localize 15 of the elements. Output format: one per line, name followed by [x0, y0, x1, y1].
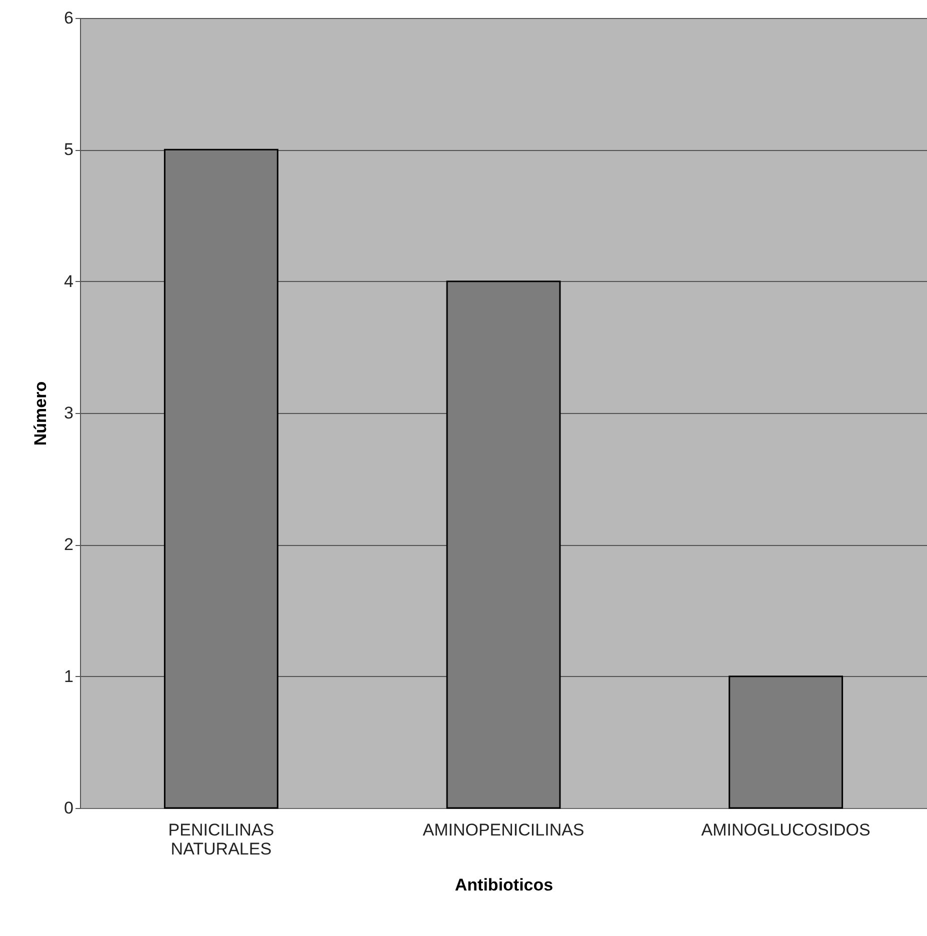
y-axis-title: Número — [31, 381, 50, 446]
x-tick-label: AMINOPENICILINAS — [422, 820, 584, 840]
y-tick-label: 3 — [64, 404, 74, 422]
y-tick-label: 1 — [64, 666, 74, 686]
y-tick-label: 6 — [64, 8, 74, 28]
x-tick-label: PENICILINAS NATURALES — [168, 820, 274, 858]
x-axis-title: Antibioticos — [454, 876, 554, 894]
bar — [728, 676, 844, 809]
x-tick-label: AMINOGLUCOSIDOS — [701, 820, 870, 840]
y-tick-label: 2 — [64, 535, 74, 554]
bar — [164, 148, 278, 809]
y-tick-label: 4 — [64, 272, 74, 291]
y-tick-label: 0 — [64, 798, 74, 818]
y-tick-label: 5 — [64, 140, 74, 160]
bar — [446, 280, 561, 809]
